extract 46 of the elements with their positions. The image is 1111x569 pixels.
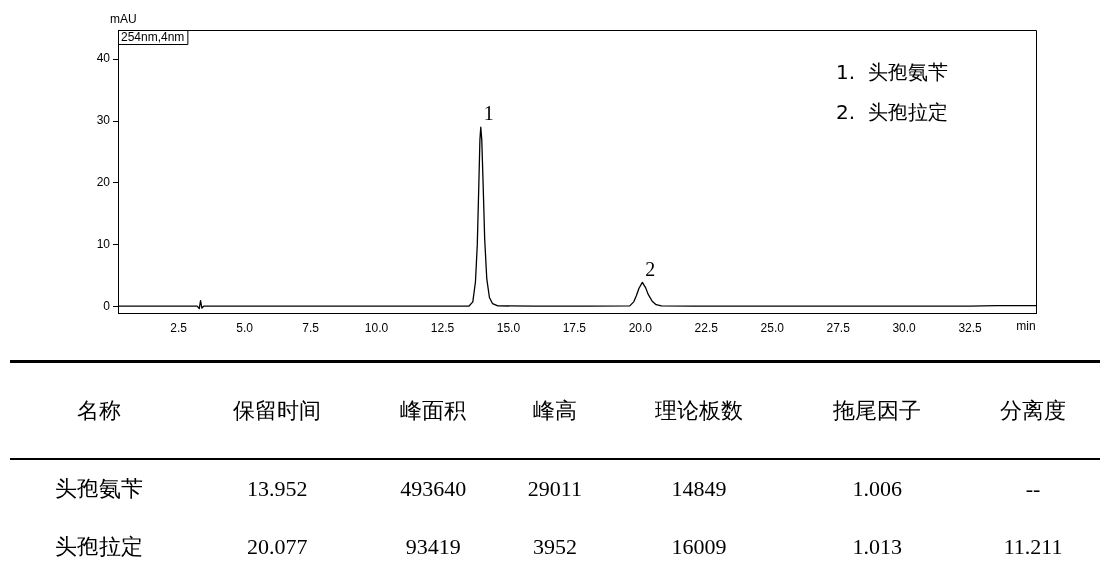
x-tick-label: 32.5: [958, 320, 983, 335]
annotation: 1: [483, 102, 494, 125]
y-tick-label: 10: [96, 237, 111, 252]
text: 1.013: [788, 518, 967, 569]
text: 13.952: [246, 475, 309, 503]
text: 名称: [10, 361, 189, 459]
y-axis-title: mAU: [110, 12, 137, 27]
x-tick-label: 20.0: [628, 320, 653, 335]
annotation: 254nm,4nm: [121, 30, 185, 45]
x-tick-label: 7.5: [302, 320, 320, 335]
annotation: 2. 头孢拉定: [836, 100, 948, 125]
text: 头孢氨苄: [54, 475, 145, 503]
text: 493640: [399, 475, 468, 503]
annotation: 2: [645, 257, 656, 280]
y-tick-label: 20: [96, 175, 111, 190]
text: 峰面积: [366, 361, 501, 459]
text: 1.006: [851, 475, 903, 503]
text: 93419: [366, 518, 501, 569]
x-tick-label: 30.0: [892, 320, 917, 335]
text: 理论板数: [609, 361, 789, 459]
x-tick-label: 12.5: [430, 320, 455, 335]
text: 头孢拉定: [10, 518, 189, 569]
x-axis-title: min: [1016, 319, 1036, 334]
text: --: [1024, 475, 1042, 503]
x-tick-label: 15.0: [496, 320, 521, 335]
text: 16009: [609, 518, 789, 569]
annotation: 1. 头孢氨苄: [836, 60, 948, 85]
x-tick-label: 22.5: [694, 320, 719, 335]
y-tick-label: 30: [96, 113, 111, 128]
text: 11.211: [966, 518, 1100, 569]
text: 拖尾因子: [788, 361, 967, 459]
text: 20.077: [188, 518, 367, 569]
text: 29011: [526, 475, 584, 503]
text: 14849: [670, 475, 728, 503]
x-tick-label: 25.0: [760, 320, 785, 335]
x-tick-label: 10.0: [364, 320, 389, 335]
y-tick-label: 0: [103, 299, 111, 314]
text: 3952: [500, 518, 610, 569]
text: 保留时间: [188, 361, 367, 459]
x-tick-label: 27.5: [826, 320, 851, 335]
y-tick-label: 40: [96, 51, 111, 66]
x-tick-label: 2.5: [170, 320, 188, 335]
text: 分离度: [966, 361, 1100, 459]
text: 峰高: [500, 361, 610, 459]
x-tick-label: 5.0: [236, 320, 254, 335]
x-tick-label: 17.5: [562, 320, 587, 335]
